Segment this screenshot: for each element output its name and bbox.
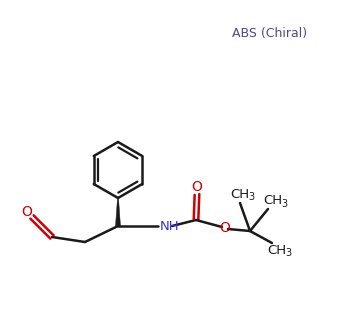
Text: O: O (21, 205, 33, 219)
Text: O: O (219, 221, 231, 235)
Text: CH: CH (231, 188, 250, 201)
Text: 3: 3 (285, 248, 291, 258)
Text: NH: NH (160, 219, 180, 232)
Text: CH: CH (267, 244, 286, 257)
Text: O: O (192, 180, 202, 194)
Text: 3: 3 (248, 192, 254, 202)
Text: ABS (Chiral): ABS (Chiral) (232, 26, 308, 39)
Text: 3: 3 (281, 199, 287, 209)
Polygon shape (116, 198, 121, 226)
Text: CH: CH (263, 195, 282, 208)
